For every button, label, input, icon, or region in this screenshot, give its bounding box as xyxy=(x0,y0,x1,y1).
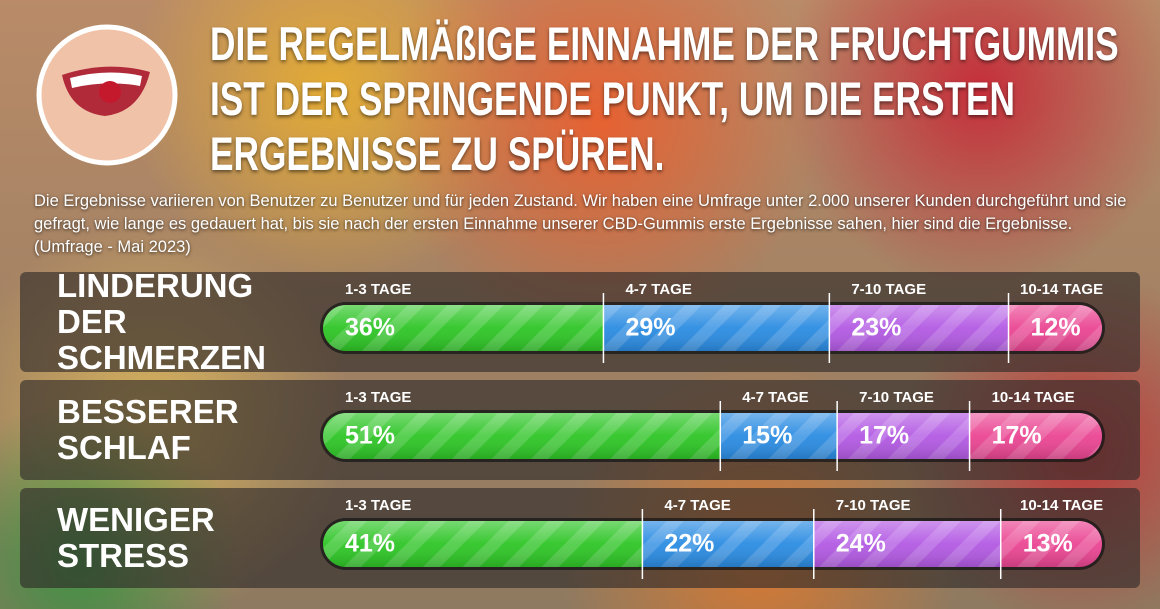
segment-label: 1-3 TAGE xyxy=(345,281,411,298)
segment-label: 10-14 TAGE xyxy=(992,389,1075,406)
title: DIE REGELMÄßIGE EINNAHME DER FRUCHTGUMMI… xyxy=(210,17,1119,180)
subtitle: Die Ergebnisse variieren von Benutzer zu… xyxy=(34,192,1127,256)
category-label: BESSERER SCHLAF xyxy=(57,393,239,466)
value-label: 36% xyxy=(345,314,395,342)
category-label: WENIGER STRESS xyxy=(57,501,215,574)
category-label: LINDERUNG DER SCHMERZEN xyxy=(57,267,267,376)
segment-label: 4-7 TAGE xyxy=(664,497,730,514)
segment-label: 1-3 TAGE xyxy=(345,497,411,514)
value-label: 17% xyxy=(992,422,1042,450)
stacked-bar xyxy=(323,305,1102,351)
value-label: 13% xyxy=(1023,530,1073,558)
segment-label: 4-7 TAGE xyxy=(625,281,691,298)
stacked-bar xyxy=(323,521,1102,567)
value-label: 12% xyxy=(1031,314,1081,342)
value-label: 23% xyxy=(851,314,901,342)
shine xyxy=(323,413,1102,459)
value-label: 17% xyxy=(859,422,909,450)
segment-label: 1-3 TAGE xyxy=(345,389,411,406)
value-label: 51% xyxy=(345,422,395,450)
shine xyxy=(323,521,1102,567)
portrait xyxy=(36,24,178,166)
value-label: 15% xyxy=(742,422,792,450)
value-label: 22% xyxy=(664,530,714,558)
value-label: 41% xyxy=(345,530,395,558)
segment-label: 4-7 TAGE xyxy=(742,389,808,406)
stacked-bar xyxy=(323,413,1102,459)
segment-label: 7-10 TAGE xyxy=(851,281,926,298)
value-label: 29% xyxy=(625,314,675,342)
segment-label: 10-14 TAGE xyxy=(1020,497,1103,514)
segment-label: 10-14 TAGE xyxy=(1020,281,1103,298)
shine xyxy=(323,305,1102,351)
value-label: 24% xyxy=(836,530,886,558)
segment-label: 7-10 TAGE xyxy=(836,497,911,514)
segment-label: 7-10 TAGE xyxy=(859,389,934,406)
